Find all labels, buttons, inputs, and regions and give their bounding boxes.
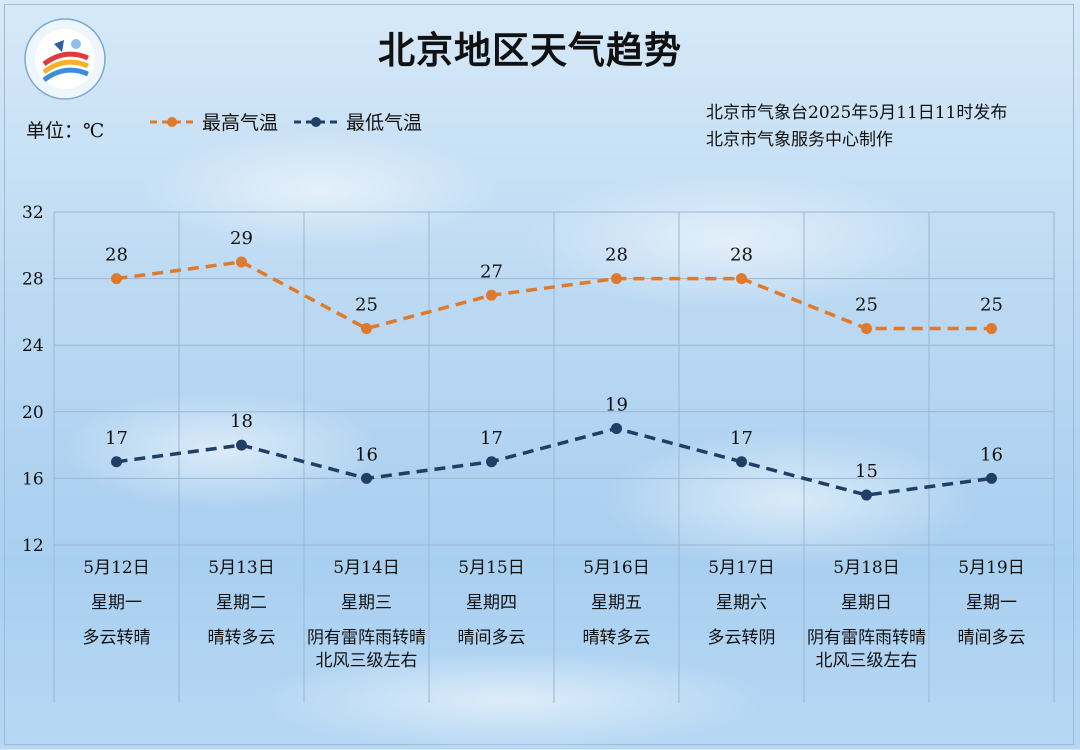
data-point-low [986,472,997,484]
cloud-decoration [600,430,980,570]
weekday-label: 星期一 [966,593,1017,613]
issuer-line-2: 北京市气象服务中心制作 [706,130,893,150]
weekday-label: 星期日 [841,593,892,613]
category-column: 5月18日星期日阴有雷阵雨转晴 北风三级左右 [804,557,929,673]
issuer-info: 北京市气象台2025年5月11日11时发布 北京市气象服务中心制作 [706,100,1007,154]
y-tick-label: 16 [22,469,44,489]
weather-label: 多云转晴 [82,628,151,648]
weekday-label: 星期六 [716,593,767,613]
data-point-low [611,422,622,434]
date-label: 5月17日 [708,558,775,578]
date-label: 5月16日 [583,558,650,578]
y-tick-label: 20 [22,403,44,423]
data-label-high: 27 [480,261,503,282]
data-label-low: 16 [355,444,378,465]
data-point-high [611,273,622,285]
weather-label: 阴有雷阵雨转晴 [807,628,926,648]
data-point-low [736,456,747,468]
date-label: 5月15日 [458,558,525,578]
data-point-high [736,273,747,285]
cloud-decoration [140,130,500,250]
legend-item-low: 最低气温 [292,108,422,135]
data-label-high: 25 [980,295,1003,316]
cloud-decoration [250,650,770,750]
wind-label: 北风三级左右 [815,651,918,671]
data-point-high [111,273,122,285]
legend-high-swatch [150,116,194,127]
wind-label: 北风三级左右 [315,651,418,671]
issuer-line-1: 北京市气象台2025年5月11日11时发布 [706,103,1008,123]
legend-item-high: 最高气温 [148,108,278,135]
series-line-low [116,426,992,497]
date-label: 5月12日 [83,558,150,578]
weather-label: 晴间多云 [457,628,526,648]
data-label-high: 28 [105,245,128,266]
category-column: 5月12日星期一多云转晴 [54,557,179,650]
data-label-low: 17 [105,428,128,449]
legend-low-label: 最低气温 [346,112,423,134]
data-label-high: 28 [730,245,753,266]
y-tick-label: 24 [22,336,44,356]
legend: 最高气温 最低气温 [148,108,422,135]
data-point-low [486,456,497,468]
data-label-high: 25 [855,295,878,316]
data-point-high [486,289,497,301]
data-label-low: 17 [480,428,503,449]
weather-label: 晴转多云 [207,628,276,648]
weather-label: 阴有雷阵雨转晴 [307,628,426,648]
date-label: 5月13日 [208,558,275,578]
legend-low-swatch [294,116,339,127]
y-tick-label: 32 [22,203,44,223]
data-label-low: 15 [855,461,878,482]
weather-label: 多云转阴 [707,628,776,648]
y-tick-label: 12 [22,536,44,556]
cloud-decoration [60,390,380,510]
weekday-label: 星期四 [466,593,517,613]
date-label: 5月18日 [833,558,900,578]
data-point-low [861,489,872,501]
data-point-high [236,256,247,268]
cloud-decoration [520,170,940,310]
data-point-low [361,472,372,484]
category-column: 5月15日星期四晴间多云 [429,557,554,650]
data-label-low: 18 [230,411,253,432]
date-label: 5月19日 [958,558,1025,578]
weekday-label: 星期五 [591,593,642,613]
category-column: 5月14日星期三阴有雷阵雨转晴 北风三级左右 [304,557,429,673]
legend-high-label: 最高气温 [202,112,279,134]
data-point-high [986,323,997,335]
data-point-low [111,456,122,468]
data-label-high: 29 [230,228,253,249]
weekday-label: 星期一 [91,593,142,613]
data-point-high [861,323,872,335]
data-label-high: 28 [605,245,628,266]
series-line-high [116,260,992,331]
data-label-low: 19 [605,394,628,415]
weekday-label: 星期三 [341,593,392,613]
data-point-low [236,439,247,451]
y-tick-label: 28 [22,270,44,290]
category-column: 5月19日星期一晴间多云 [929,557,1054,650]
unit-label: 单位：℃ [26,120,105,142]
weekday-label: 星期二 [216,593,267,613]
page-title: 北京地区天气趋势 [378,28,682,72]
category-column: 5月13日星期二晴转多云 [179,557,304,650]
weather-label: 晴间多云 [957,628,1026,648]
data-point-high [361,323,372,335]
meteorological-service-logo [24,18,106,100]
data-label-low: 17 [730,428,753,449]
weather-label: 晴转多云 [582,628,651,648]
category-column: 5月17日星期六多云转阴 [679,557,804,650]
category-column: 5月16日星期五晴转多云 [554,557,679,650]
data-label-low: 16 [980,444,1003,465]
date-label: 5月14日 [333,558,400,578]
data-label-high: 25 [355,295,378,316]
